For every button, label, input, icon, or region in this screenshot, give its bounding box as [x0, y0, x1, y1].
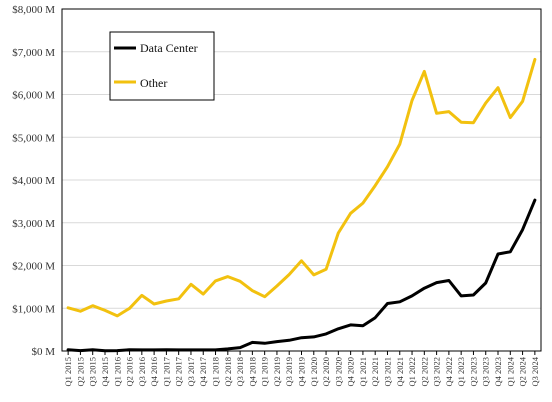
- x-tick-label: Q4 2021: [395, 357, 405, 387]
- x-tick-label: Q2 2020: [321, 357, 331, 387]
- x-tick-label: Q2 2023: [468, 357, 478, 387]
- y-tick-label: $2,000 M: [12, 261, 55, 273]
- y-tick-label: $3,000 M: [12, 218, 55, 230]
- x-tick-label: Q4 2020: [346, 357, 356, 387]
- x-tick-label: Q3 2015: [88, 357, 98, 387]
- legend-label-data-center: Data Center: [140, 41, 198, 55]
- x-tick-label: Q3 2021: [382, 357, 392, 387]
- y-tick-label: $0 M: [31, 346, 55, 358]
- x-tick-label: Q3 2023: [481, 357, 491, 387]
- x-tick-label: Q3 2017: [186, 357, 196, 387]
- x-tick-label: Q4 2023: [493, 357, 503, 387]
- x-tick-label: Q3 2020: [333, 357, 343, 387]
- x-tick-label: Q4 2022: [444, 357, 454, 387]
- x-tick-label: Q2 2017: [174, 357, 184, 387]
- x-tick-label: Q2 2016: [125, 357, 135, 387]
- y-tick-label: $1,000 M: [12, 303, 55, 315]
- legend-label-other: Other: [140, 76, 167, 90]
- x-tick-label: Q2 2024: [518, 356, 528, 386]
- y-tick-label: $7,000 M: [12, 47, 55, 59]
- x-tick-label: Q3 2016: [137, 357, 147, 387]
- x-tick-label: Q1 2018: [211, 357, 221, 387]
- x-tick-label: Q2 2022: [419, 357, 429, 387]
- x-tick-label: Q2 2021: [370, 357, 380, 387]
- legend-box: [109, 31, 215, 101]
- x-tick-label: Q1 2023: [456, 357, 466, 387]
- x-tick-label: Q3 2019: [284, 357, 294, 387]
- x-tick-label: Q4 2017: [198, 357, 208, 387]
- x-tick-label: Q2 2018: [223, 357, 233, 387]
- x-tick-label: Q1 2022: [407, 357, 417, 387]
- y-tick-label: $6,000 M: [12, 90, 55, 102]
- y-tick-label: $4,000 M: [12, 175, 55, 187]
- x-tick-label: Q3 2024: [530, 356, 540, 386]
- x-tick-label: Q3 2022: [432, 357, 442, 387]
- x-tick-label: Q1 2021: [358, 357, 368, 387]
- x-tick-label: Q3 2018: [235, 357, 245, 387]
- x-tick-label: Q1 2016: [112, 357, 122, 387]
- x-tick-label: Q4 2016: [149, 357, 159, 387]
- x-tick-label: Q4 2019: [297, 357, 307, 387]
- x-tick-label: Q2 2015: [75, 357, 85, 387]
- y-tick-label: $5,000 M: [12, 132, 55, 144]
- y-tick-label: $8,000 M: [12, 4, 55, 16]
- legend: Data Center Other: [109, 31, 215, 101]
- x-tick-label: Q1 2017: [161, 357, 171, 387]
- x-tick-label: Q4 2015: [100, 357, 110, 387]
- series-line-data-center: [66, 198, 537, 353]
- x-tick-label: Q1 2020: [309, 357, 319, 387]
- x-tick-label: Q4 2018: [247, 357, 257, 387]
- x-tick-label: Q1 2024: [505, 356, 515, 386]
- x-tick-label: Q1 2019: [260, 357, 270, 387]
- series-line-other: [66, 57, 537, 318]
- x-tick-label: Q2 2019: [272, 357, 282, 387]
- axes: $0 M $1,000 M $2,000 M $3,000 M $4,000 M $5,0…: [12, 4, 542, 387]
- series-lines: [66, 57, 537, 353]
- x-tick-label: Q1 2015: [63, 357, 73, 387]
